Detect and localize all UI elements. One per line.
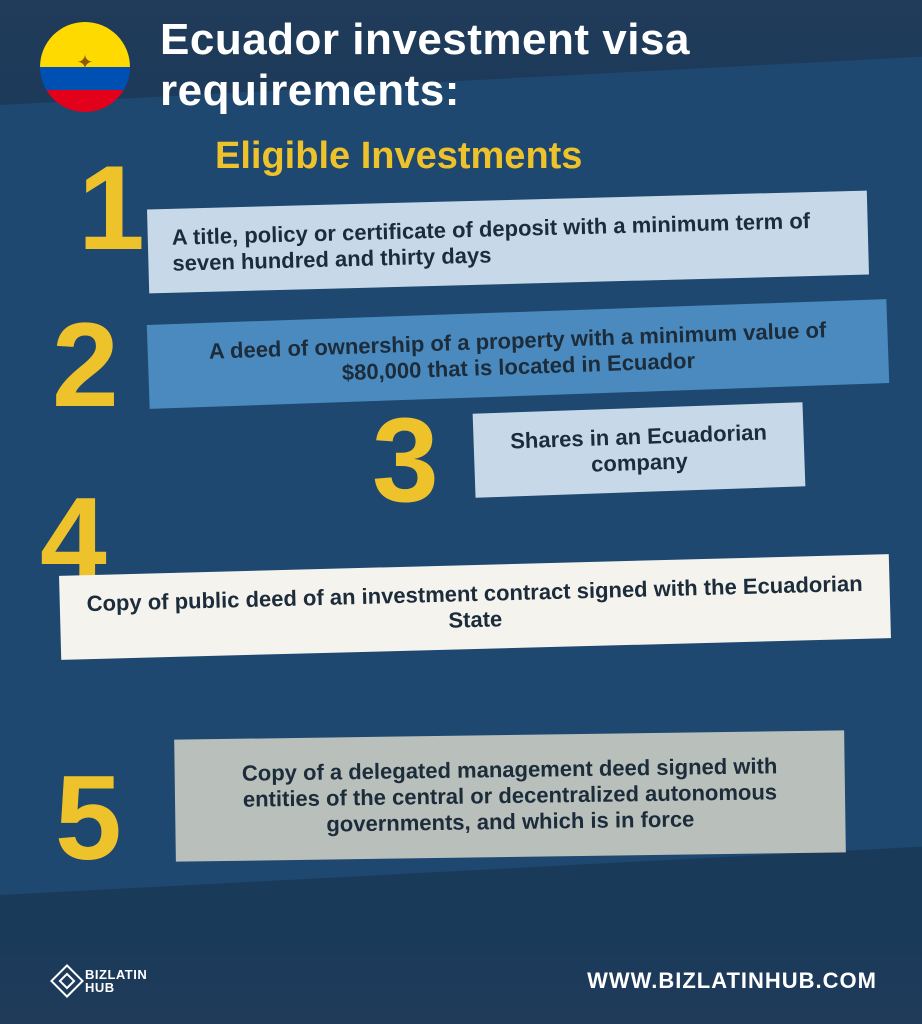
brand-logo-text: BIZLATIN HUB — [85, 968, 147, 994]
page-title: Ecuador investment visa requirements: — [160, 15, 922, 116]
item-card-1: A title, policy or certificate of deposi… — [147, 191, 869, 294]
item-number-1: 1 — [78, 148, 145, 268]
brand-bottom: HUB — [85, 981, 147, 994]
content-layer: ✦ Ecuador investment visa requirements: … — [0, 0, 922, 1024]
item-number-2: 2 — [52, 305, 119, 425]
item-card-4: Copy of public deed of an investment con… — [59, 554, 891, 660]
item-card-2: A deed of ownership of a property with a… — [147, 299, 889, 409]
brand-logo: BIZLATIN HUB — [55, 968, 147, 994]
item-number-5: 5 — [55, 758, 122, 878]
page-subtitle: Eligible Investments — [215, 135, 582, 178]
item-card-3: Shares in an Ecuadorian company — [473, 402, 806, 497]
item-number-3: 3 — [372, 400, 439, 520]
footer-url: WWW.BIZLATINHUB.COM — [587, 968, 877, 994]
ecuador-flag-icon: ✦ — [40, 22, 130, 112]
brand-logo-icon — [50, 964, 84, 998]
item-card-5: Copy of a delegated management deed sign… — [174, 730, 846, 861]
